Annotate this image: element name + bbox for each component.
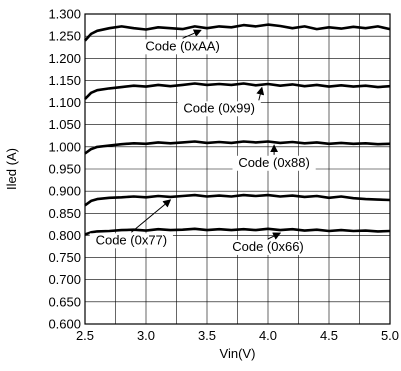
y-tick-label: 1.200 <box>48 51 81 66</box>
y-tick-label: 0.650 <box>48 294 81 309</box>
y-tick-label: 0.600 <box>48 317 81 332</box>
annotation-arrow <box>267 232 282 240</box>
x-tick-label: 2.5 <box>76 328 94 343</box>
series-annotations: Code (0xAA) Code (0x99) Code (0x88) Code (0… <box>89 29 316 255</box>
annotation-1: Code (0x99) <box>177 86 265 117</box>
x-tick-label: 5.0 <box>381 328 399 343</box>
y-tick-label: 0.800 <box>48 228 81 243</box>
annotation-arrow <box>182 29 202 39</box>
annotation-2: Code (0x88) <box>232 144 316 171</box>
series-line-3 <box>84 193 391 207</box>
annotation-label: Code (0x99) <box>183 100 255 115</box>
y-tick-label: 0.900 <box>48 184 81 199</box>
y-tick-label: 1.150 <box>48 73 81 88</box>
annotation-0: Code (0xAA) <box>141 29 225 55</box>
annotation-arrow <box>131 199 172 233</box>
y-tick-label: 1.250 <box>48 29 81 44</box>
x-tick-label: 4.5 <box>320 328 338 343</box>
y-tick-label: 1.050 <box>48 117 81 132</box>
annotation-label: Code (0x66) <box>232 239 304 254</box>
y-axis-label: Iled (A) <box>4 148 19 190</box>
annotation-label-bg <box>141 39 225 55</box>
annotation-arrow <box>256 86 265 101</box>
plot-frame <box>84 13 391 325</box>
annotation-3: Code (0x77) <box>89 199 173 249</box>
annotation-4: Code (0x66) <box>226 232 310 255</box>
x-axis-label: Vin(V) <box>220 346 256 361</box>
series-lines <box>84 23 391 236</box>
x-tick-labels: 2.5 3.0 3.5 4.0 4.5 5.0 <box>76 328 399 343</box>
y-tick-label: 0.850 <box>48 206 81 221</box>
y-tick-label: 1.300 <box>48 7 81 22</box>
y-tick-label: 1.100 <box>48 95 81 110</box>
y-tick-labels: 0.600 0.650 0.700 0.750 0.800 0.850 0.900 0.950… <box>48 7 81 332</box>
y-tick-label: 0.950 <box>48 162 81 177</box>
series-line-0 <box>84 23 391 42</box>
annotation-label: Code (0xAA) <box>145 38 219 53</box>
x-tick-label: 4.0 <box>259 328 277 343</box>
series-line-2 <box>84 140 391 155</box>
annotation-label-bg <box>232 155 316 171</box>
x-tick-label: 3.0 <box>137 328 155 343</box>
annotation-label: Code (0x88) <box>238 155 310 170</box>
annotation-label-bg <box>226 239 310 255</box>
series-line-4 <box>84 227 391 236</box>
x-tick-label: 3.5 <box>198 328 216 343</box>
y-tick-label: 0.700 <box>48 272 81 287</box>
series-line-1 <box>84 82 391 100</box>
annotation-label: Code (0x77) <box>96 232 168 247</box>
annotation-label-bg <box>177 101 261 117</box>
y-tick-label: 1.000 <box>48 139 81 154</box>
annotation-label-bg <box>89 233 173 249</box>
y-tick-label: 0.750 <box>48 250 81 265</box>
